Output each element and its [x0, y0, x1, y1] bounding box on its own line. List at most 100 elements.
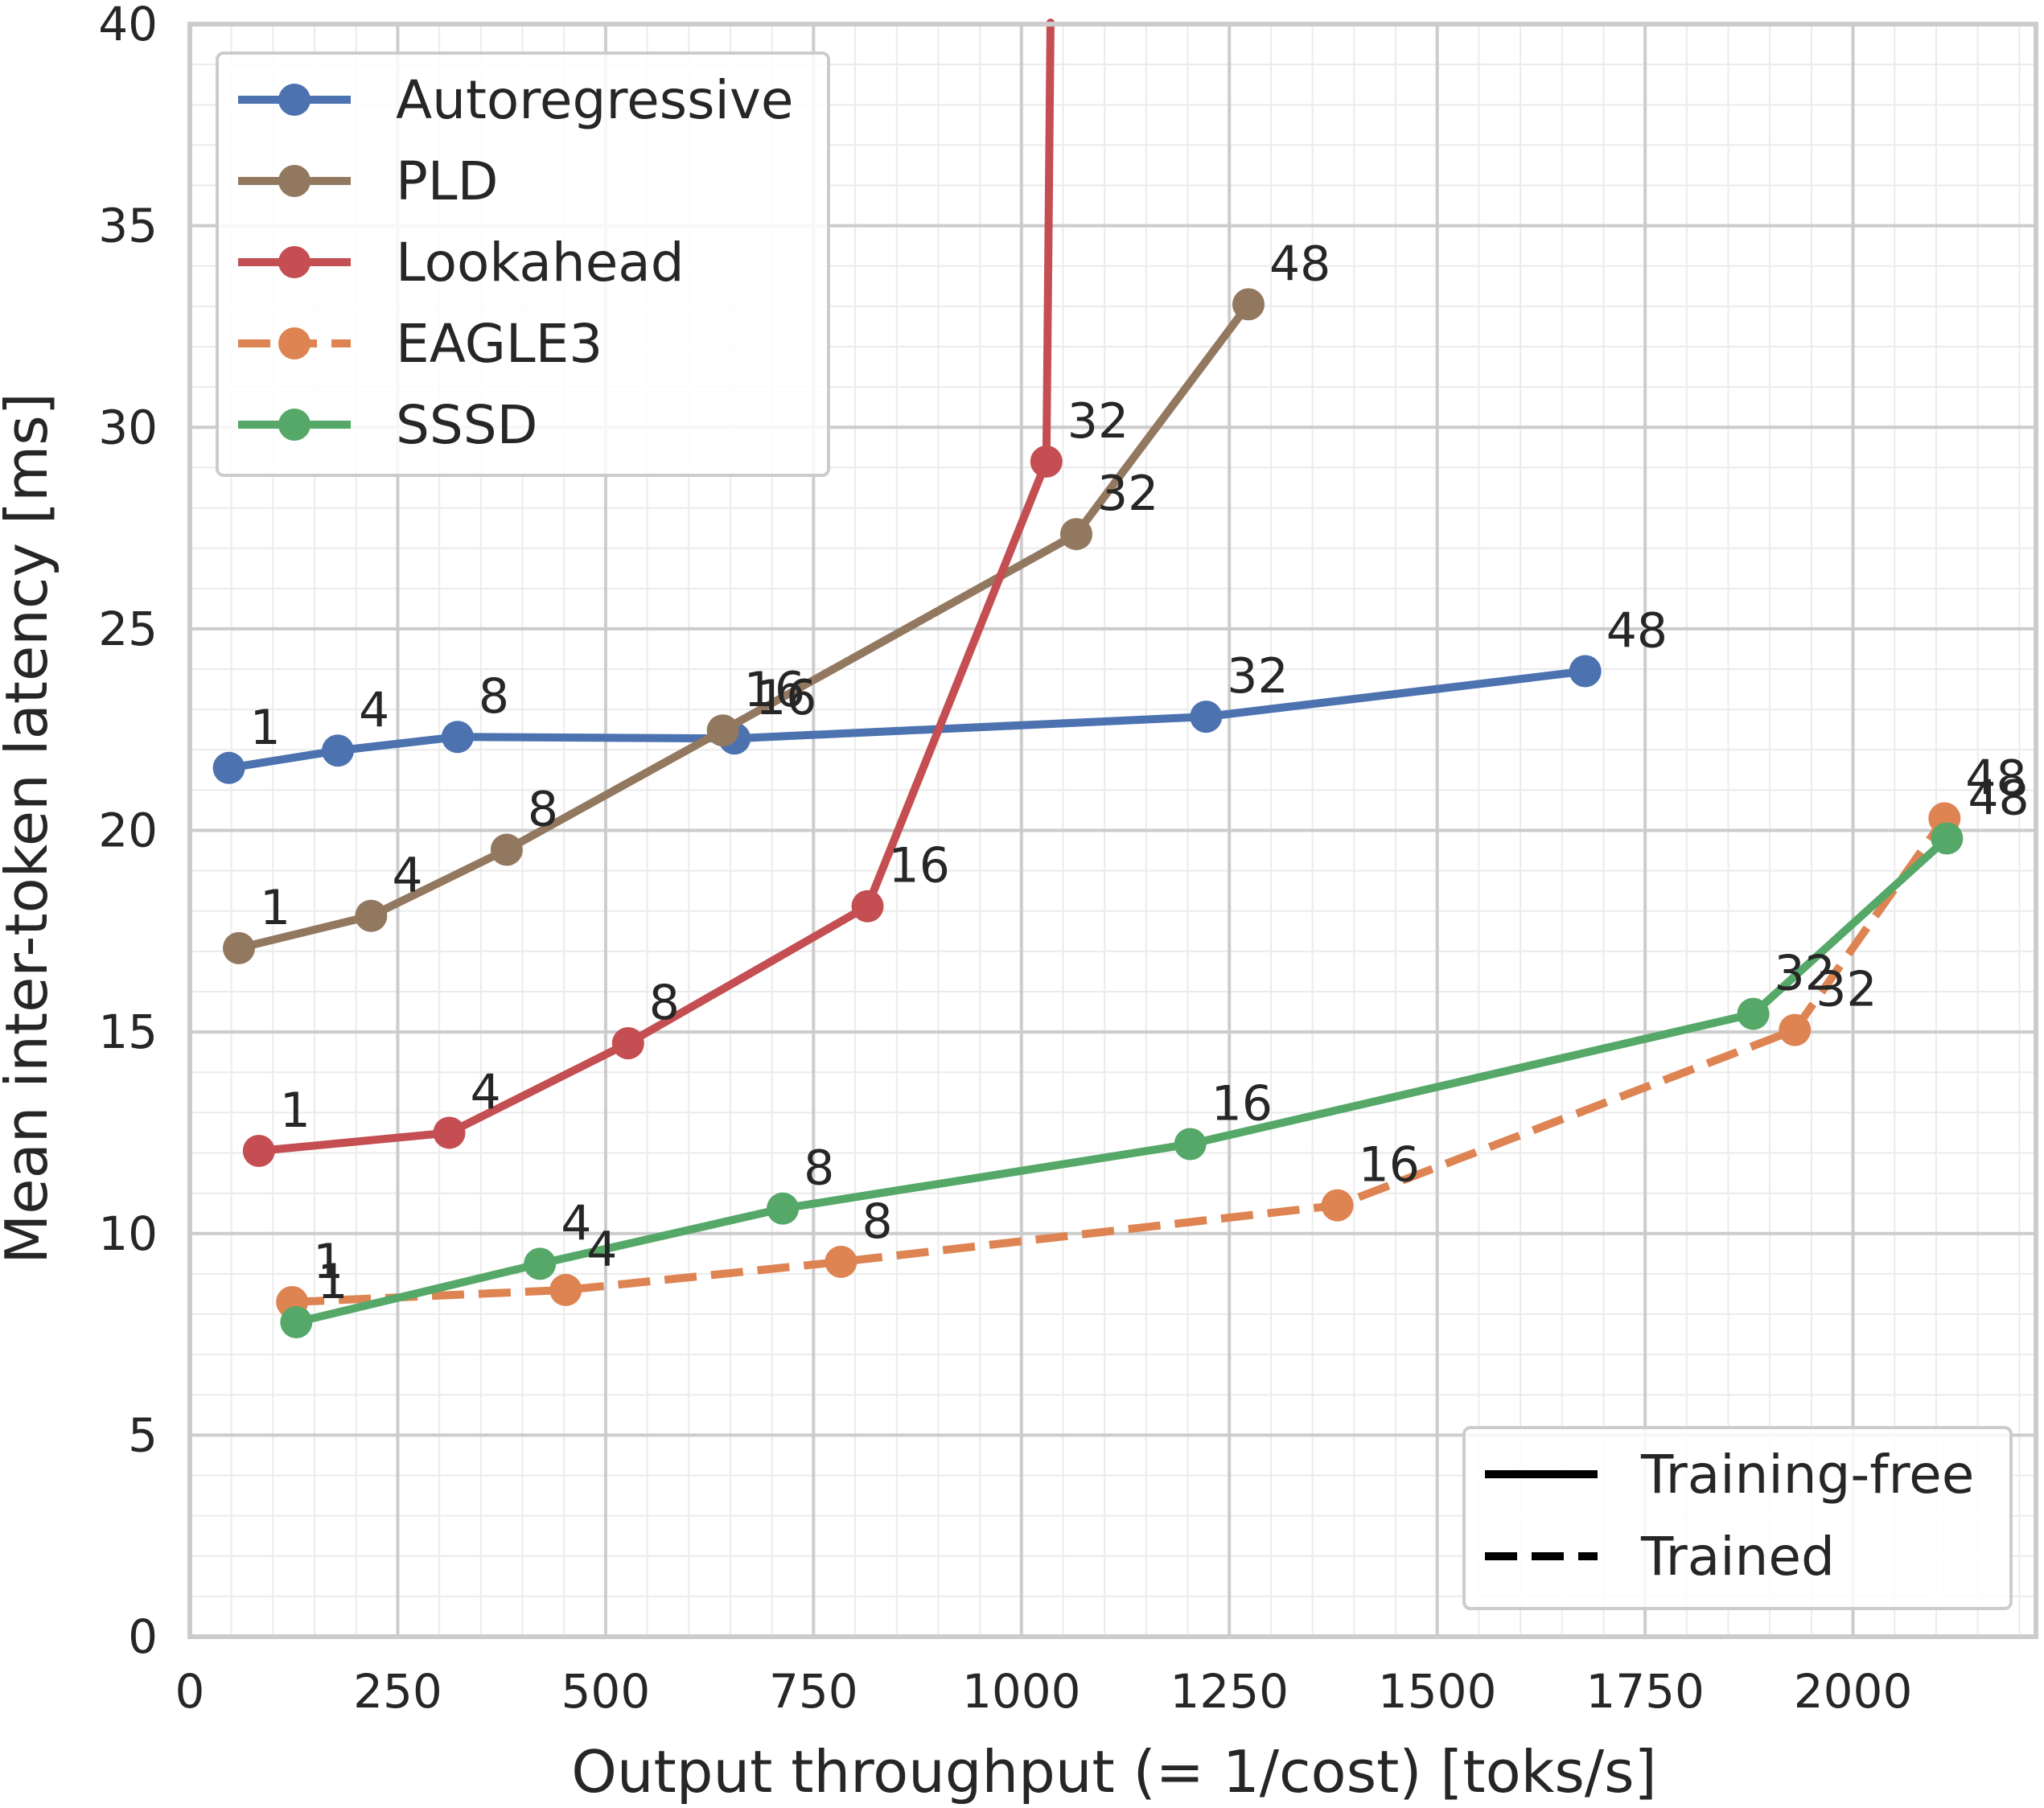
data-point-eagle3 [825, 1245, 857, 1278]
legend-label: PLD [396, 150, 498, 212]
legend-item-autoregressive: Autoregressive [238, 69, 793, 131]
data-label-pld: 4 [392, 848, 422, 904]
series-sssd [280, 822, 1964, 1339]
series-line-autoregressive [224, 667, 1590, 772]
y-tick-label: 0 [128, 1609, 158, 1664]
data-point-autoregressive [441, 721, 474, 754]
legend-item-eagle3: EAGLE3 [238, 313, 603, 375]
legend-label: Training-free [1640, 1444, 1974, 1506]
y-axis-label: Mean inter-token latency [ms] [0, 392, 60, 1264]
series-line-lookahead [254, 18, 1055, 1155]
data-point-pld [222, 931, 255, 964]
y-tick-label: 30 [98, 400, 158, 454]
data-point-autoregressive [1190, 701, 1223, 733]
data-label-sssd: 1 [317, 1254, 348, 1310]
data-point-pld [1060, 518, 1093, 551]
legend-label: Lookahead [396, 232, 685, 294]
x-axis-label: Output throughput (= 1/cost) [toks/s] [571, 1738, 1657, 1806]
data-label-lookahead: 16 [889, 838, 950, 894]
data-point-pld [490, 833, 523, 866]
series-layer [212, 18, 1964, 1339]
data-label-lookahead: 8 [649, 975, 680, 1031]
series-autoregressive [212, 655, 1602, 784]
y-tick-label: 35 [98, 199, 158, 253]
legend-swatch-marker [278, 327, 311, 360]
legend-item-trained: Trained [1485, 1526, 1835, 1588]
data-point-lookahead [1030, 445, 1063, 478]
data-label-autoregressive: 16 [755, 670, 816, 726]
x-tick-label: 750 [769, 1664, 858, 1719]
data-label-pld: 16 [744, 662, 805, 718]
data-label-autoregressive: 8 [479, 668, 509, 725]
legend-series: Autoregressive PLD Lookahead EAGLE3 SSSD [216, 51, 830, 477]
y-tick-label: 25 [98, 602, 158, 656]
y-tick-label: 10 [98, 1206, 158, 1261]
data-label-lookahead: 4 [471, 1064, 501, 1120]
legend-label: Trained [1640, 1526, 1835, 1588]
data-point-eagle3 [549, 1273, 582, 1306]
y-tick-label: 20 [98, 803, 158, 858]
x-tick-label: 1000 [962, 1664, 1081, 1719]
data-point-autoregressive [212, 751, 245, 784]
data-label-lookahead: 32 [1067, 393, 1129, 450]
data-point-sssd [1737, 997, 1770, 1030]
data-point-sssd [524, 1247, 557, 1280]
legend-swatch-marker [278, 246, 311, 278]
y-axis-ticks: 0 5 10 15 20 25 30 35 40 [98, 0, 158, 1664]
legend-swatch-marker [278, 409, 311, 441]
legend-item-lookahead: Lookahead [238, 232, 685, 294]
legend-label: EAGLE3 [396, 313, 603, 375]
legend-box [216, 51, 830, 477]
data-label-autoregressive: 32 [1227, 648, 1288, 705]
data-label-eagle3: 48 [1965, 750, 2026, 806]
data-label-sssd: 8 [804, 1140, 834, 1197]
x-axis-ticks: 0 250 500 750 1000 1250 1500 1750 2000 [175, 1664, 1913, 1719]
data-label-sssd: 16 [1211, 1075, 1273, 1132]
legend-item-training-free: Training-free [1485, 1444, 1974, 1506]
series-line-sssd [292, 834, 1951, 1327]
data-label-eagle3: 1 [313, 1234, 343, 1290]
data-point-pld [706, 714, 739, 747]
legend-item-sssd: SSSD [238, 394, 538, 456]
y-tick-label: 15 [98, 1005, 158, 1059]
data-label-autoregressive: 48 [1606, 603, 1668, 660]
legend-label: SSSD [396, 394, 538, 456]
x-tick-label: 1750 [1585, 1664, 1705, 1719]
data-label-eagle3: 16 [1359, 1137, 1420, 1194]
data-point-eagle3 [1321, 1189, 1354, 1222]
data-label-eagle3: 4 [586, 1222, 617, 1278]
data-label-autoregressive: 4 [359, 682, 389, 738]
y-tick-label: 40 [98, 0, 158, 51]
data-point-autoregressive [322, 734, 355, 767]
legend-swatch-marker [278, 165, 311, 197]
data-point-pld [355, 899, 388, 932]
data-label-lookahead: 1 [280, 1083, 311, 1139]
data-label-autoregressive: 1 [250, 700, 281, 756]
data-label-eagle3: 8 [862, 1194, 892, 1250]
data-point-lookahead [611, 1027, 644, 1060]
data-label-sssd: 4 [561, 1195, 591, 1251]
x-tick-label: 1250 [1170, 1664, 1289, 1719]
data-point-sssd [280, 1306, 313, 1339]
x-tick-label: 0 [175, 1664, 205, 1719]
legend-box [1462, 1426, 2013, 1610]
data-point-lookahead [242, 1134, 275, 1167]
series-lookahead [242, 18, 1063, 1167]
x-tick-label: 2000 [1794, 1664, 1913, 1719]
data-label-pld: 1 [260, 880, 290, 936]
x-tick-label: 1500 [1378, 1664, 1497, 1719]
series-pld [222, 288, 1265, 964]
data-point-lookahead [851, 890, 884, 922]
series-line-eagle3 [291, 816, 1948, 1306]
data-label-sssd: 48 [1968, 770, 2029, 827]
data-point-pld [1232, 288, 1265, 321]
y-tick-label: 5 [128, 1407, 158, 1462]
legend-label: Autoregressive [396, 69, 793, 131]
data-point-sssd [1174, 1128, 1207, 1161]
plot-frame [187, 22, 2038, 1639]
data-label-pld: 48 [1269, 236, 1330, 292]
data-label-eagle3: 32 [1816, 962, 1877, 1018]
data-point-sssd [767, 1192, 800, 1225]
legend-training: Training-free Trained [1462, 1426, 2013, 1610]
